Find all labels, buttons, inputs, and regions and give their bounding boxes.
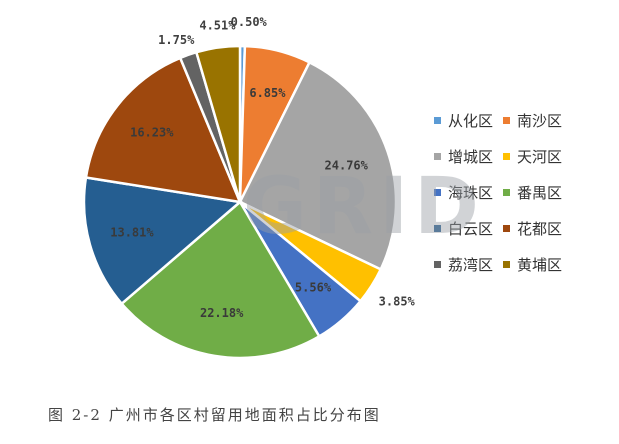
legend-label-3: 增城区 xyxy=(448,148,493,166)
pie-data-label-2: 6.85% xyxy=(249,86,286,100)
pie-data-label-1: 0.50% xyxy=(231,15,268,29)
legend-item-4: 天河区 xyxy=(503,148,562,166)
legend-label-2: 南沙区 xyxy=(517,112,562,130)
pie-data-label-3: 24.76% xyxy=(325,158,369,172)
legend-label-8: 花都区 xyxy=(517,220,562,238)
pie-slice-6 xyxy=(119,200,321,360)
legend-item-9: 荔湾区 xyxy=(434,256,493,274)
pie-slices xyxy=(82,44,398,360)
legend-swatch-9 xyxy=(434,261,441,268)
pie-data-label-4: 3.85% xyxy=(379,295,416,309)
pie-data-labels: 0.50% 6.85% 24.76% 3.85% 5.56% 22.18% 13.81% 16… xyxy=(110,15,415,320)
legend-item-10: 黄埔区 xyxy=(503,256,562,274)
legend-swatch-6 xyxy=(503,189,510,196)
legend-item-8: 花都区 xyxy=(503,220,562,238)
legend-swatch-10 xyxy=(503,261,510,268)
legend-item-6: 番禺区 xyxy=(503,184,562,202)
legend-swatch-7 xyxy=(434,225,441,232)
legend-swatch-2 xyxy=(503,117,510,124)
legend-item-3: 增城区 xyxy=(434,148,493,166)
legend-swatch-4 xyxy=(503,153,510,160)
pie-data-label-8: 16.23% xyxy=(130,125,174,139)
legend-label-4: 天河区 xyxy=(517,148,562,166)
legend-label-1: 从化区 xyxy=(448,112,493,130)
legend-item-2: 南沙区 xyxy=(503,112,562,130)
pie-data-label-7: 13.81% xyxy=(110,226,154,240)
legend-label-5: 海珠区 xyxy=(448,184,493,202)
pie-data-label-10: 4.51% xyxy=(199,19,236,33)
pie-slice-3 xyxy=(238,60,398,272)
figure-caption: 图 2-2 广州市各区村留用地面积占比分布图 xyxy=(48,406,381,424)
pie-data-label-6: 22.18% xyxy=(200,306,244,320)
legend-swatch-1 xyxy=(434,117,441,124)
legend-label-9: 荔湾区 xyxy=(448,256,493,274)
pie-data-label-9: 1.75% xyxy=(158,33,195,47)
legend-item-1: 从化区 xyxy=(434,112,493,130)
legend-label-7: 白云区 xyxy=(448,220,493,238)
legend-swatch-5 xyxy=(434,189,441,196)
pie-slice-8 xyxy=(84,56,243,204)
watermark: GRID xyxy=(243,162,485,252)
legend-item-5: 海珠区 xyxy=(434,184,493,202)
pie-slice-7 xyxy=(82,176,243,306)
pie-slice-10 xyxy=(194,44,242,203)
legend-swatch-8 xyxy=(503,225,510,232)
legend-swatch-3 xyxy=(434,153,441,160)
legend-label-6: 番禺区 xyxy=(517,184,562,202)
pie-data-label-5: 5.56% xyxy=(295,280,332,294)
legend-label-10: 黄埔区 xyxy=(517,256,562,274)
legend-item-7: 白云区 xyxy=(434,220,493,238)
